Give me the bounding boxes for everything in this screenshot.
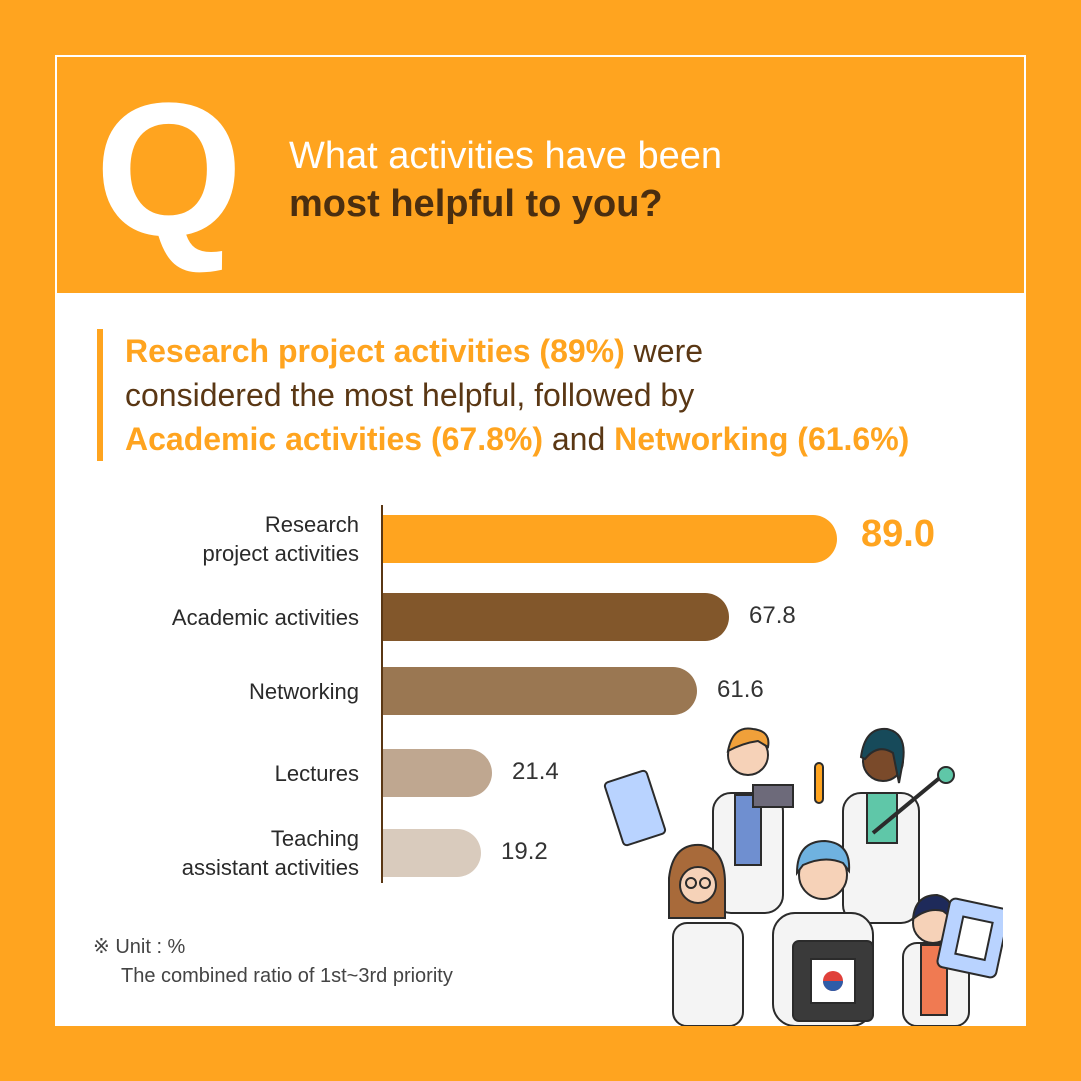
bar-4	[383, 829, 481, 877]
category-label-line: project activities	[202, 541, 359, 566]
category-label-3: Lectures	[79, 759, 359, 788]
question-text: What activities have been most helpful t…	[289, 133, 722, 228]
bar-2	[383, 667, 697, 715]
q-letter: Q	[95, 85, 243, 275]
category-label-1: Academic activities	[79, 603, 359, 632]
bar-value-label-3: 21.4	[512, 758, 559, 785]
summary-highlight-research: Research project activities (89%)	[125, 333, 625, 369]
researcher-left	[603, 769, 744, 1026]
bar-3	[383, 749, 492, 797]
infographic-card: Q What activities have been most helpful…	[55, 55, 1026, 1026]
bar-1	[383, 593, 729, 641]
unit-note-line1: ※ Unit : %	[93, 936, 186, 958]
bar-0	[383, 515, 837, 563]
unit-note: ※ Unit : % The combined ratio of 1st~3rd…	[93, 933, 453, 991]
category-label-line: Academic activities	[171, 604, 359, 630]
question-header: Q What activities have been most helpful…	[55, 55, 1026, 295]
bar-value-label-0: 89.0	[861, 513, 935, 555]
researcher-right	[902, 893, 1003, 1026]
summary-line1-rest: were	[624, 333, 704, 369]
category-label-line: Teaching	[270, 826, 359, 851]
researchers-illustration	[603, 727, 1003, 1026]
bar-value-label-4: 19.2	[501, 838, 548, 865]
summary-line2: considered the most helpful, followed by	[125, 377, 695, 413]
question-line-2: most helpful to you?	[289, 182, 663, 225]
category-label-line: Lectures	[274, 760, 359, 786]
bar-value-label-2: 61.6	[717, 676, 764, 703]
category-label-0: Research project activities	[79, 510, 359, 568]
category-label-line: assistant activities	[181, 855, 359, 880]
category-label-4: Teaching assistant activities	[79, 824, 359, 882]
summary-text: Research project activities (89%) were c…	[97, 329, 909, 461]
bar-chart: 89.0 Research project activities 67.8 Academ…	[55, 495, 1026, 935]
bar-value-label-1: 67.8	[749, 602, 796, 629]
summary-highlight-academic: Academic activities (67.8%)	[125, 421, 543, 457]
q-letter-graphic: Q	[95, 85, 243, 275]
chart-axis-line	[381, 505, 383, 883]
category-label-line: Research	[264, 512, 359, 537]
category-label-line: Networking	[248, 678, 359, 704]
unit-note-line2: The combined ratio of 1st~3rd priority	[121, 965, 453, 987]
question-line-1: What activities have been	[289, 135, 723, 177]
category-label-2: Networking	[79, 677, 359, 706]
summary-highlight-networking: Networking (61.6%)	[614, 421, 910, 457]
researcher-back-left	[712, 727, 824, 914]
summary-line3-mid: and	[542, 421, 615, 457]
researcher-back-right	[842, 727, 955, 924]
researcher-center	[772, 839, 874, 1026]
